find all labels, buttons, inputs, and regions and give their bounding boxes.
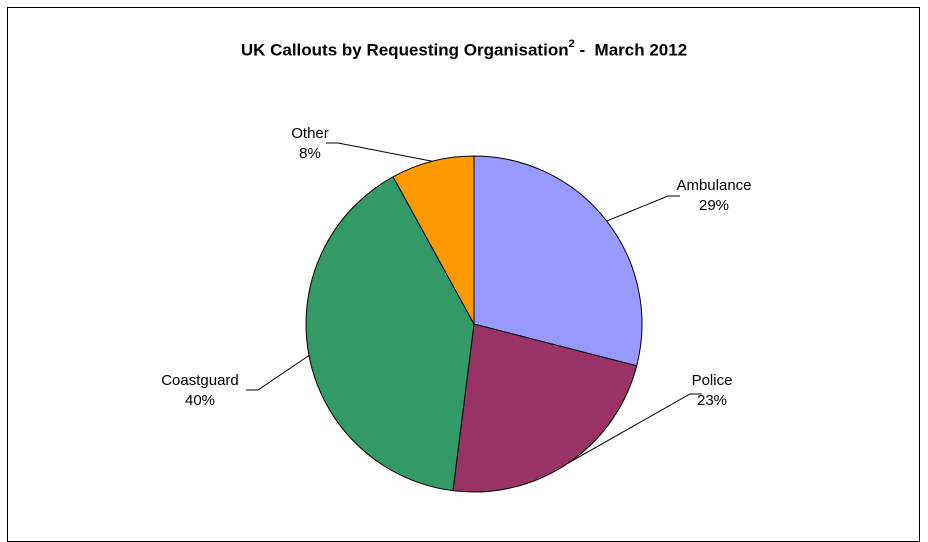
- pie-chart: Ambulance 29% Police 23% Coastguard 40% Other 8…: [161, 125, 752, 493]
- slice-value-coastguard: 40%: [185, 392, 215, 409]
- chart-title: UK Callouts by Requesting Organisation2 …: [0, 38, 928, 61]
- leader-line-ambulance: [606, 195, 680, 222]
- chart-title-main: UK Callouts by Requesting Organisation: [240, 40, 569, 60]
- slice-label-police: Police: [692, 372, 733, 389]
- slice-value-police: 23%: [697, 392, 727, 409]
- leader-line-coastguard: [246, 355, 310, 391]
- slice-value-ambulance: 29%: [699, 197, 729, 214]
- slice-label-coastguard: Coastguard: [161, 372, 239, 389]
- pie-slice-police: [452, 323, 638, 493]
- slice-labels: Ambulance 29% Police 23% Coastguard 40% Other 8…: [161, 125, 751, 409]
- slice-label-ambulance: Ambulance: [676, 177, 751, 194]
- chart-title-superscript: 2: [568, 38, 575, 50]
- leader-lines: [246, 142, 702, 464]
- leader-line-police: [568, 393, 702, 464]
- slice-label-other: Other: [291, 125, 329, 142]
- chart-title-suffix: - March 2012: [574, 40, 688, 60]
- pie-slices: [305, 155, 643, 493]
- pie-slice-ambulance: [473, 155, 643, 367]
- slice-value-other: 8%: [299, 145, 321, 162]
- leader-line-other: [326, 142, 433, 162]
